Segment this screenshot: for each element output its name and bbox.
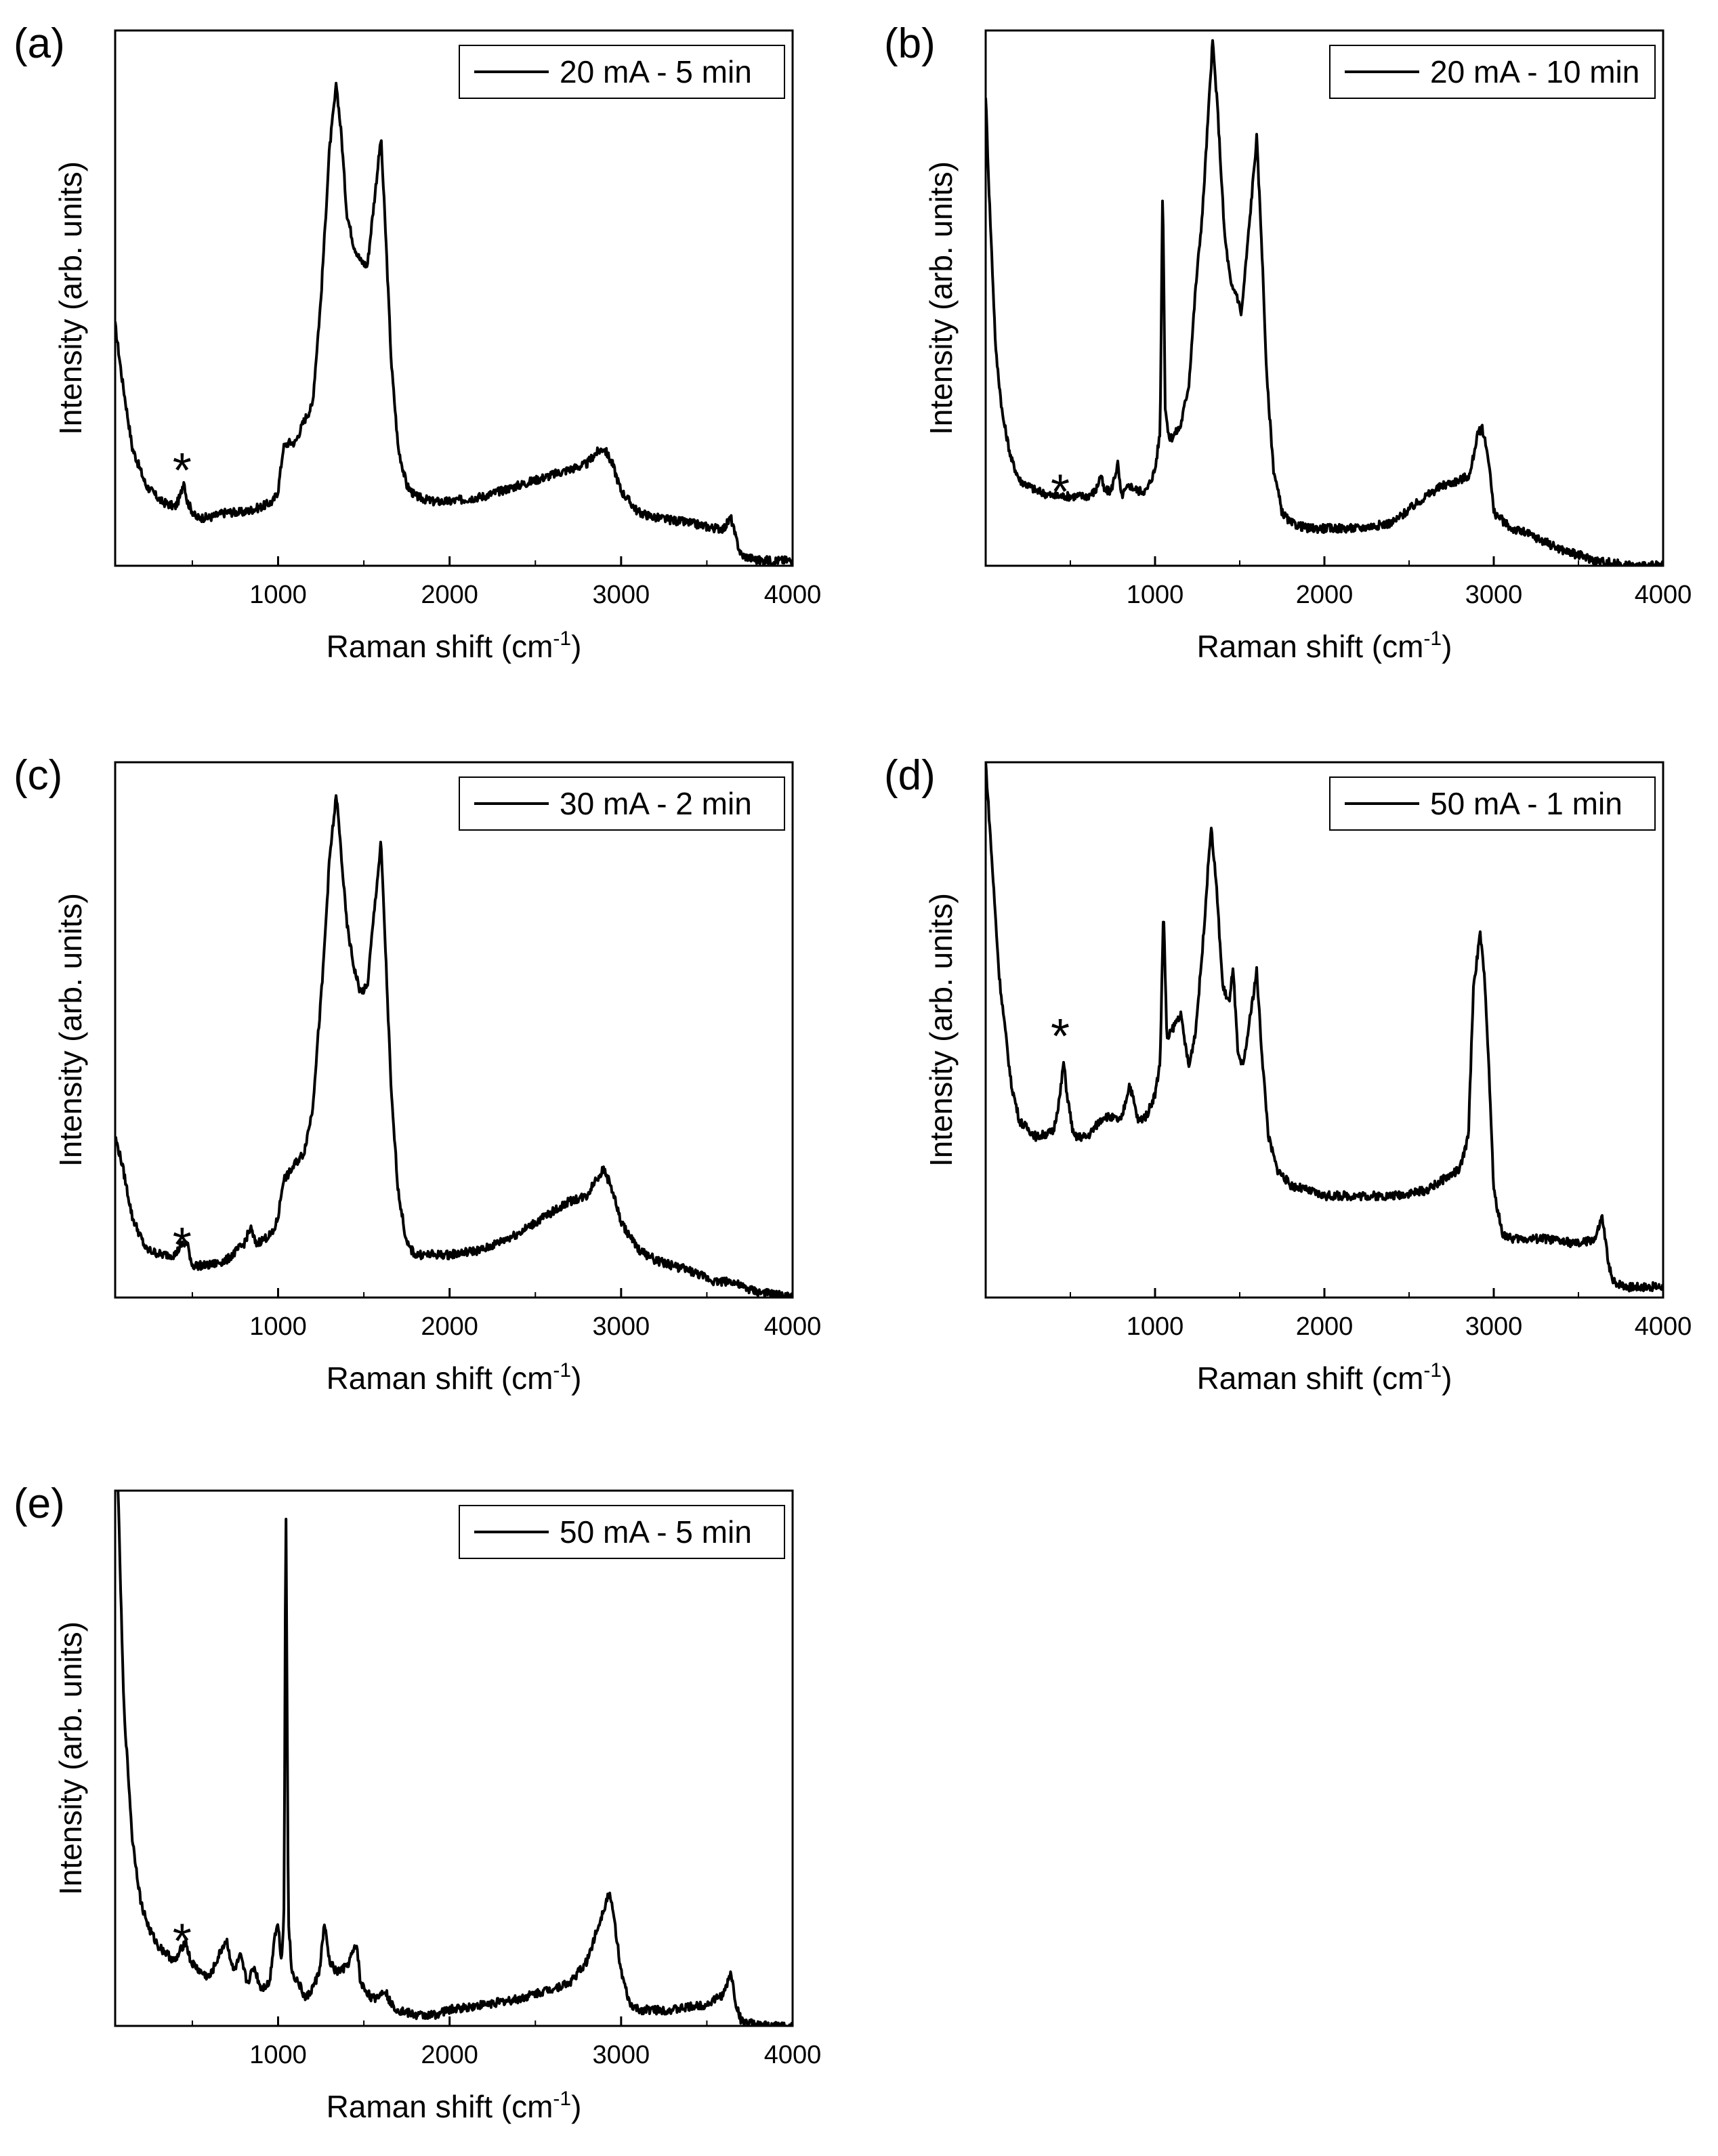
- x-tick-label-a-3: 4000: [764, 581, 822, 609]
- panel-label-e: (e): [14, 1480, 65, 1527]
- legend-label-e: 50 mA - 5 min: [560, 1514, 752, 1550]
- plot-frame-b: [984, 29, 1664, 567]
- panel-b: 1000 2000 3000 4000 Raman shift (cm-1) Intens…: [884, 20, 1692, 664]
- y-axis-label-e: Intensity (arb. units): [53, 1621, 88, 1895]
- spectrum-line-c: [115, 794, 793, 1298]
- panel-e: 1000 2000 3000 4000 Raman shift (cm-1) Intens…: [14, 1480, 822, 2124]
- panel-label-c: (c): [14, 752, 62, 799]
- asterisk-marker-c: *: [173, 1218, 192, 1272]
- panel-c: 1000 2000 3000 4000 Raman shift (cm-1) Intens…: [14, 752, 821, 1396]
- plot-frame-a: [114, 29, 794, 567]
- spectrum-line-e: [117, 1491, 793, 2026]
- x-tick-label-d-1: 2000: [1296, 1312, 1354, 1341]
- x-tick-label-b-3: 4000: [1635, 581, 1692, 609]
- x-tick-label-c-2: 3000: [593, 1312, 650, 1341]
- x-tick-label-c-1: 2000: [421, 1312, 478, 1341]
- x-axis-label-c: Raman shift (cm-1): [327, 1359, 582, 1396]
- legend-label-a: 20 mA - 5 min: [560, 54, 752, 89]
- x-axis-label-d: Raman shift (cm-1): [1197, 1359, 1452, 1396]
- panel-d: 1000 2000 3000 4000 Raman shift (cm-1) Intens…: [884, 752, 1692, 1396]
- x-tick-label-a-0: 1000: [249, 581, 307, 609]
- x-tick-label-b-0: 1000: [1127, 581, 1184, 609]
- x-tick-label-c-3: 4000: [764, 1312, 822, 1341]
- spectrum-line-b: [986, 39, 1663, 566]
- legend-box-c: [459, 776, 785, 831]
- x-axis-label-a: Raman shift (cm-1): [327, 627, 582, 664]
- asterisk-marker-b: *: [1051, 465, 1070, 520]
- x-tick-label-c-0: 1000: [249, 1312, 307, 1341]
- panel-label-b: (b): [884, 20, 936, 67]
- spectrum-line-a: [115, 81, 793, 566]
- x-tick-label-e-0: 1000: [249, 2041, 307, 2069]
- x-axis-label-b: Raman shift (cm-1): [1197, 627, 1452, 664]
- panel-label-d: (d): [884, 752, 936, 799]
- x-tick-label-b-2: 3000: [1465, 581, 1523, 609]
- x-tick-label-e-2: 3000: [593, 2041, 650, 2069]
- legend-label-c: 30 mA - 2 min: [560, 786, 752, 821]
- asterisk-marker-a: *: [173, 444, 192, 498]
- panel-label-a: (a): [14, 20, 65, 67]
- legend-label-b: 20 mA - 10 min: [1430, 54, 1639, 89]
- x-tick-label-a-1: 2000: [421, 581, 478, 609]
- y-axis-label-c: Intensity (arb. units): [53, 893, 88, 1167]
- plot-frame-c: [114, 761, 794, 1299]
- panel-a: 1000 2000 3000 4000 Raman shift (cm-1) Intens…: [14, 20, 821, 664]
- spectrum-line-d: [986, 762, 1663, 1293]
- y-axis-label-d: Intensity (arb. units): [923, 893, 959, 1167]
- asterisk-marker-e: *: [173, 1915, 192, 1969]
- x-tick-label-e-3: 4000: [764, 2041, 822, 2069]
- x-tick-label-b-1: 2000: [1296, 581, 1354, 609]
- x-tick-label-d-2: 3000: [1465, 1312, 1523, 1341]
- x-tick-label-d-0: 1000: [1127, 1312, 1184, 1341]
- asterisk-marker-d: *: [1051, 1010, 1070, 1064]
- plot-frame-e: [114, 1489, 794, 2027]
- x-tick-label-a-2: 3000: [593, 581, 650, 609]
- x-axis-label-e: Raman shift (cm-1): [327, 2088, 582, 2124]
- legend-label-d: 50 mA - 1 min: [1430, 786, 1622, 821]
- plot-frame-d: [984, 761, 1664, 1299]
- y-axis-label-b: Intensity (arb. units): [923, 161, 959, 435]
- y-axis-label-a: Intensity (arb. units): [53, 161, 88, 435]
- x-tick-label-d-3: 4000: [1635, 1312, 1692, 1341]
- x-tick-label-e-1: 2000: [421, 2041, 478, 2069]
